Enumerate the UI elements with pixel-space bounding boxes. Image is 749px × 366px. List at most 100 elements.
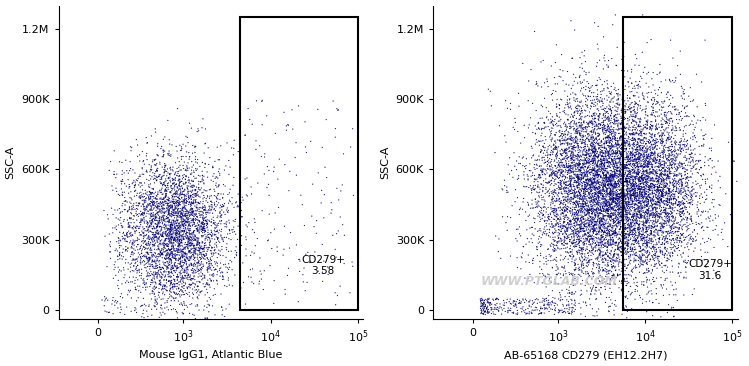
- Point: [628, 265, 640, 271]
- Point: [656, 179, 668, 184]
- Point: [527, 257, 539, 263]
- Point: [637, 177, 649, 183]
- Point: [169, 295, 181, 301]
- Point: [167, 168, 179, 174]
- Point: [661, 183, 673, 189]
- Point: [628, 162, 640, 168]
- Point: [224, 186, 236, 192]
- Point: [184, 193, 196, 199]
- Point: [168, 191, 180, 197]
- Point: [577, 245, 589, 251]
- Point: [557, 150, 569, 156]
- Point: [621, 154, 633, 160]
- Point: [605, 181, 617, 187]
- Point: [682, 180, 694, 186]
- Point: [628, 202, 640, 208]
- Point: [651, 240, 663, 246]
- Point: [306, 213, 318, 219]
- Point: [111, 188, 123, 194]
- Point: [634, 200, 646, 206]
- Point: [598, 153, 610, 159]
- Point: [129, 183, 141, 189]
- Point: [588, 117, 600, 123]
- Point: [178, 225, 189, 231]
- Point: [157, 291, 169, 296]
- Point: [652, 152, 664, 158]
- Point: [572, 179, 584, 185]
- Point: [687, 180, 699, 186]
- Point: [572, 109, 584, 115]
- Point: [520, 163, 532, 168]
- Point: [629, 207, 641, 213]
- Point: [657, 139, 669, 145]
- Point: [580, 188, 592, 194]
- Point: [192, 184, 204, 190]
- Point: [176, 214, 188, 220]
- Point: [613, 319, 625, 325]
- Point: [586, 175, 598, 180]
- Point: [580, 177, 592, 183]
- Point: [626, 201, 638, 207]
- Point: [613, 222, 625, 228]
- Point: [624, 105, 636, 111]
- Point: [175, 178, 187, 184]
- Point: [221, 219, 233, 225]
- Point: [551, 175, 563, 180]
- Point: [568, 212, 580, 217]
- Point: [185, 250, 197, 256]
- Point: [662, 135, 674, 141]
- Point: [529, 162, 541, 168]
- Point: [170, 201, 182, 206]
- Point: [660, 235, 672, 241]
- Point: [588, 263, 600, 269]
- Point: [184, 261, 196, 267]
- Point: [625, 258, 637, 264]
- Point: [658, 161, 670, 167]
- Point: [676, 243, 688, 249]
- Point: [607, 264, 619, 269]
- Point: [175, 263, 187, 269]
- Point: [222, 231, 234, 237]
- Point: [679, 169, 691, 175]
- Point: [655, 178, 667, 184]
- Point: [656, 248, 668, 254]
- Point: [607, 130, 619, 136]
- Point: [655, 228, 667, 234]
- Point: [166, 255, 178, 261]
- Point: [649, 142, 661, 148]
- Point: [140, 204, 152, 210]
- Point: [655, 172, 667, 178]
- Point: [565, 219, 577, 225]
- Point: [605, 197, 617, 202]
- Point: [620, 239, 632, 245]
- Point: [674, 176, 686, 182]
- Point: [193, 230, 205, 236]
- Point: [572, 195, 584, 201]
- Point: [634, 252, 646, 258]
- Point: [171, 309, 183, 314]
- Point: [655, 161, 667, 167]
- Point: [583, 222, 595, 228]
- Point: [659, 169, 671, 175]
- Point: [547, 295, 559, 300]
- Point: [180, 173, 192, 179]
- Point: [634, 183, 646, 189]
- Point: [640, 103, 652, 109]
- Point: [592, 191, 604, 197]
- Point: [189, 268, 201, 273]
- Point: [150, 281, 162, 287]
- Point: [636, 191, 648, 197]
- Point: [570, 216, 582, 222]
- Point: [568, 145, 580, 150]
- Point: [144, 208, 156, 213]
- Point: [220, 264, 232, 270]
- Point: [628, 132, 640, 138]
- Point: [143, 233, 155, 239]
- Point: [644, 178, 656, 184]
- Point: [588, 197, 600, 203]
- Point: [600, 149, 612, 155]
- Point: [525, 224, 537, 230]
- Point: [558, 164, 570, 170]
- Point: [598, 130, 610, 135]
- Point: [178, 247, 189, 253]
